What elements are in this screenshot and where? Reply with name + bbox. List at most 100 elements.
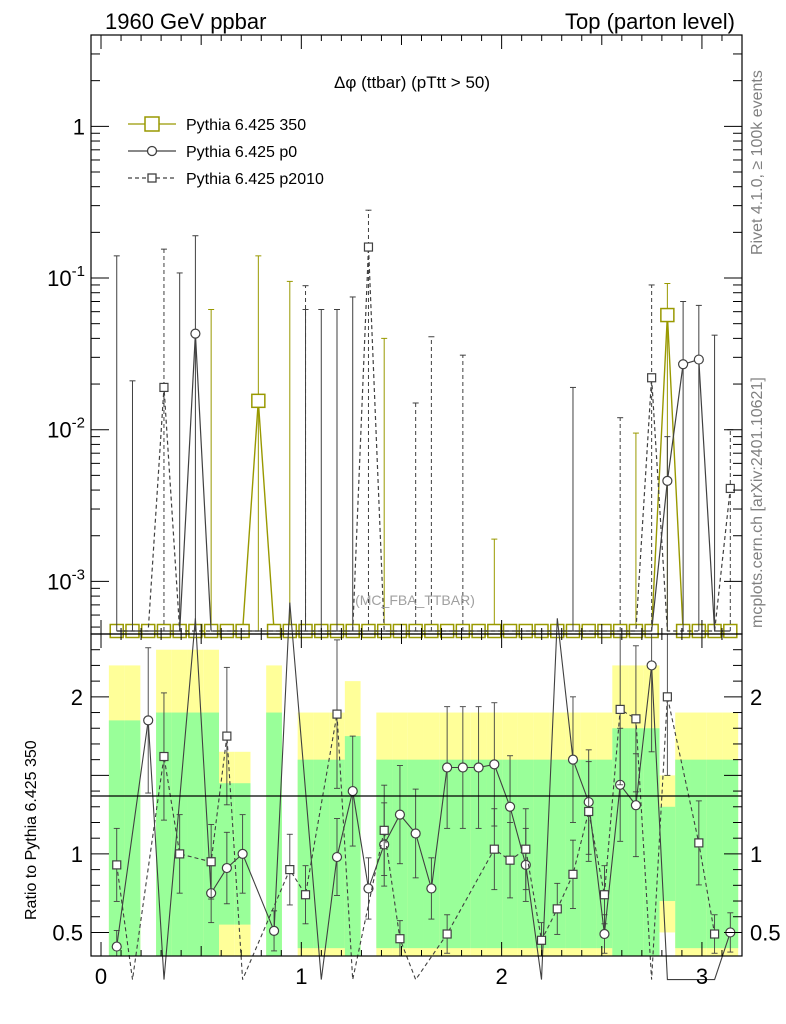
ratio-y-tick-label-right: 0.5 bbox=[750, 920, 781, 945]
ratio-y-tick-label-right: 2 bbox=[750, 685, 762, 710]
main-y-tick-label: 1 bbox=[73, 114, 85, 139]
ratio-marker-p0 bbox=[347, 785, 358, 797]
ratio-marker-p0 bbox=[599, 928, 610, 940]
legend-marker-p0 bbox=[146, 145, 158, 157]
main-x-ticks bbox=[100, 35, 723, 634]
ratio-band-green bbox=[643, 728, 660, 956]
ratio-marker-p0 bbox=[268, 925, 280, 936]
ratio-marker-p0 bbox=[331, 851, 343, 863]
main-marker-p2010 bbox=[647, 373, 657, 383]
main-y-tick-label: 10-3 bbox=[47, 566, 85, 594]
ratio-marker-p0 bbox=[630, 800, 642, 811]
ratio-uncertainty-bands bbox=[108, 649, 739, 956]
ratio-band-green bbox=[470, 759, 487, 949]
rivet-label: Rivet 4.1.0, ≥ 100k events bbox=[749, 70, 766, 255]
main-marker-p2010 bbox=[363, 242, 374, 252]
ratio-y-tick-label: 0.5 bbox=[52, 920, 83, 945]
ratio-marker-p0 bbox=[143, 715, 154, 726]
ratio-y-tick-label-right: 1 bbox=[750, 842, 762, 867]
main-marker-p2010 bbox=[159, 382, 169, 393]
legend-label-p2010: Pythia 6.425 p2010 bbox=[186, 171, 324, 188]
ratio-marker-p0 bbox=[426, 883, 437, 894]
ratio-marker-p2010 bbox=[631, 714, 641, 724]
legend-marker-p350 bbox=[144, 116, 160, 132]
ratio-marker-p2010 bbox=[379, 825, 389, 835]
ratio-marker-p0 bbox=[473, 762, 484, 773]
ratio-marker-p0 bbox=[394, 809, 406, 820]
ratio-band-green bbox=[124, 720, 141, 956]
ratio-band-green bbox=[659, 806, 676, 902]
main-series-line-p2010 bbox=[116, 247, 731, 632]
ratio-marker-p2010 bbox=[159, 751, 169, 762]
ratio-marker-p2010 bbox=[568, 869, 578, 879]
main-marker-p0 bbox=[693, 354, 704, 365]
main-marker-p0 bbox=[678, 359, 689, 370]
header-left: 1960 GeV ppbar bbox=[105, 9, 266, 34]
ratio-band-green bbox=[454, 759, 471, 949]
ratio-panel-series bbox=[111, 602, 736, 981]
ratio-marker-p2010 bbox=[285, 865, 295, 875]
legend-entry-p350: Pythia 6.425 350 bbox=[128, 116, 306, 134]
ratio-marker-p0 bbox=[504, 801, 516, 812]
ratio-marker-p2010 bbox=[552, 904, 562, 914]
ratio-x-tick-label: 0 bbox=[95, 964, 107, 989]
ratio-y-tick-label: 2 bbox=[71, 685, 83, 710]
ratio-x-tick-label: 1 bbox=[295, 964, 307, 989]
mcplots-label: mcplots.cern.ch [arXiv:2401.10621] bbox=[749, 377, 766, 628]
ratio-y-axis-label: Ratio to Pythia 6.425 350 bbox=[23, 740, 40, 920]
legend-entry-p0: Pythia 6.425 p0 bbox=[128, 144, 297, 161]
main-marker-p350 bbox=[251, 393, 266, 409]
plot-title: Δφ (ttbar) (pTtt > 50) bbox=[334, 73, 490, 92]
ratio-y-ticks: 0.5 0.5 1 1 2 2 bbox=[52, 649, 781, 945]
ratio-band-green bbox=[423, 759, 440, 949]
ratio-marker-p0 bbox=[442, 762, 453, 773]
ratio-marker-p2010 bbox=[112, 860, 122, 870]
main-y-tick-label: 10-1 bbox=[47, 263, 85, 291]
ratio-marker-p2010 bbox=[222, 731, 232, 741]
ratio-marker-p2010 bbox=[584, 806, 594, 817]
main-marker-p0 bbox=[662, 475, 673, 486]
ratio-marker-p0 bbox=[111, 941, 122, 952]
ratio-marker-p2010 bbox=[615, 704, 625, 714]
ratio-marker-p2010 bbox=[505, 855, 515, 865]
ratio-band-green bbox=[187, 712, 204, 956]
ratio-marker-p0 bbox=[489, 759, 500, 770]
ratio-band-green bbox=[313, 759, 330, 949]
ratio-marker-p0 bbox=[457, 762, 468, 773]
main-y-tick-label: 10-2 bbox=[47, 415, 85, 443]
ratio-x-ticks: 0 1 2 3 bbox=[95, 634, 723, 989]
ratio-band-green bbox=[297, 759, 314, 949]
ratio-marker-p0 bbox=[237, 848, 248, 860]
legend-marker-p2010 bbox=[147, 173, 157, 183]
ratio-marker-p0 bbox=[567, 754, 579, 765]
ratio-y-tick-label: 1 bbox=[71, 842, 83, 867]
ratio-marker-p0 bbox=[410, 828, 421, 839]
legend: Pythia 6.425 350 Pythia 6.425 p0 Pythia … bbox=[128, 116, 324, 188]
header-right: Top (parton level) bbox=[565, 9, 735, 34]
ratio-band-green bbox=[156, 712, 172, 956]
ratio-band-green bbox=[439, 759, 455, 949]
analysis-watermark: (MC_FBA_TTBAR) bbox=[355, 592, 475, 608]
ratio-band-green bbox=[706, 759, 723, 949]
ratio-band-green bbox=[266, 712, 282, 956]
ratio-marker-p2010 bbox=[175, 849, 185, 859]
ratio-marker-p2010 bbox=[395, 934, 405, 944]
ratio-marker-p2010 bbox=[206, 857, 216, 867]
main-panel-series bbox=[109, 209, 738, 639]
ratio-marker-p2010 bbox=[300, 890, 311, 900]
legend-label-p0: Pythia 6.425 p0 bbox=[186, 144, 297, 161]
ratio-marker-p2010 bbox=[489, 844, 499, 854]
ratio-marker-p2010 bbox=[662, 692, 672, 702]
ratio-x-tick-label: 3 bbox=[696, 964, 708, 989]
ratio-marker-p2010 bbox=[709, 929, 720, 939]
ratio-marker-p2010 bbox=[694, 838, 704, 848]
ratio-marker-p0 bbox=[221, 862, 232, 874]
ratio-marker-p2010 bbox=[599, 890, 610, 900]
ratio-marker-p2010 bbox=[332, 709, 342, 719]
main-marker-p350 bbox=[660, 307, 675, 323]
legend-entry-p2010: Pythia 6.425 p2010 bbox=[128, 171, 324, 188]
main-marker-p0 bbox=[190, 328, 201, 339]
ratio-marker-p0 bbox=[646, 660, 657, 671]
ratio-marker-p2010 bbox=[536, 935, 547, 945]
